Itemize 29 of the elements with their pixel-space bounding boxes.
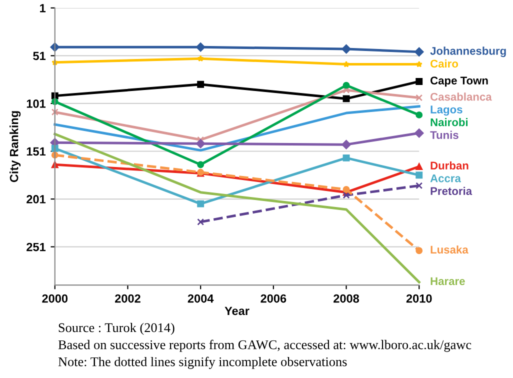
series-label: Cape Town xyxy=(430,76,488,87)
x-tick-label: 2000 xyxy=(42,294,68,303)
source-note: Source : Turok (2014) xyxy=(58,322,174,335)
x-tick-label: 2010 xyxy=(406,294,432,303)
y-axis-title: City Ranking xyxy=(10,111,21,182)
text: Based on successive reports from GAWC, accessed at: www.lboro.ac.uk/gawc xyxy=(58,340,472,352)
series-label: Johannesburg xyxy=(430,46,506,58)
y-tick-label: 101 xyxy=(26,100,46,108)
x-tick-label: 2004 xyxy=(188,294,214,303)
x-tick-label: 2008 xyxy=(334,294,360,303)
x-axis-title: Year xyxy=(224,306,250,316)
x-tick-label: 2006 xyxy=(260,294,286,303)
series-label: Harare xyxy=(430,277,465,286)
series-label: Cairo xyxy=(430,59,458,68)
text: Note: The dotted lines signify incomplete observations xyxy=(58,356,347,369)
series-label: Nairobi xyxy=(430,118,468,126)
series-label: Pretoria xyxy=(430,186,472,196)
x-tick-label: 2002 xyxy=(115,294,140,303)
y-tick-label: 201 xyxy=(26,195,46,204)
y-tick-label: 151 xyxy=(26,147,46,156)
series-label: Accra xyxy=(430,174,462,182)
series-label: Lusaka xyxy=(430,245,468,254)
series-label: Durban xyxy=(430,161,468,170)
series-label: Lagos xyxy=(430,106,462,116)
y-tick-label: 51 xyxy=(33,52,46,60)
y-tick-label: 1 xyxy=(40,4,46,12)
y-tick-label: 251 xyxy=(26,242,46,252)
series-label: Casablanca xyxy=(430,92,492,101)
series-label: Tunis xyxy=(430,130,458,139)
